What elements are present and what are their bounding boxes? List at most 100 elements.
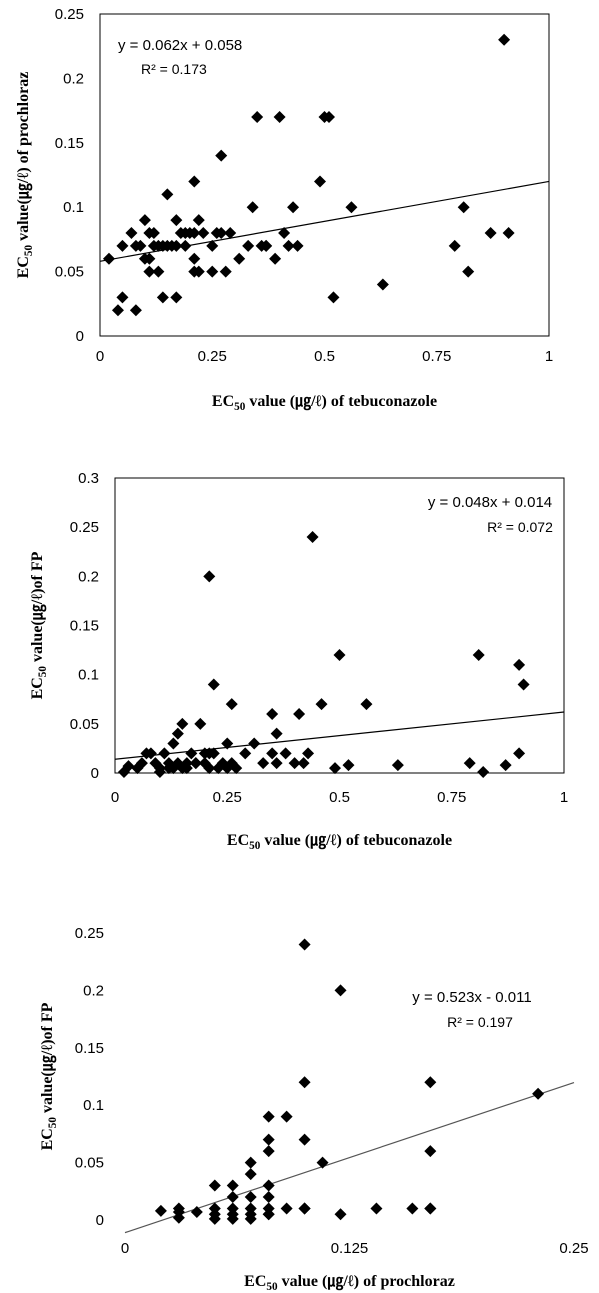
data-point xyxy=(125,226,138,239)
data-point xyxy=(248,737,261,750)
data-point xyxy=(122,760,135,773)
data-point xyxy=(316,1156,329,1169)
x-tick-label: 1 xyxy=(560,789,568,806)
data-point xyxy=(116,239,129,252)
data-point xyxy=(226,1202,239,1215)
y-tick-label: 0.25 xyxy=(70,519,99,536)
data-point xyxy=(188,252,201,265)
data-point xyxy=(138,214,151,227)
data-point xyxy=(225,698,238,711)
data-point xyxy=(161,188,174,201)
data-point xyxy=(206,265,219,278)
data-point xyxy=(208,1208,221,1221)
data-point xyxy=(262,1208,275,1221)
data-point xyxy=(314,175,327,188)
x-axis-label: EC50 value (㎍/ℓ) of tebuconazole xyxy=(212,393,437,413)
data-point xyxy=(134,239,147,252)
data-point xyxy=(189,757,202,770)
data-point xyxy=(327,291,340,304)
data-point xyxy=(302,747,315,760)
y-tick-label: 0.1 xyxy=(78,667,99,684)
data-point xyxy=(334,984,347,997)
data-point xyxy=(298,1133,311,1146)
trend-equation: y = 0.062x + 0.058 xyxy=(118,37,242,54)
data-point xyxy=(194,717,207,730)
data-point xyxy=(170,291,183,304)
data-point xyxy=(477,766,490,779)
data-point xyxy=(135,757,148,770)
x-tick-label: 0.25 xyxy=(213,789,242,806)
data-point xyxy=(424,1202,437,1215)
data-point xyxy=(207,747,220,760)
data-point xyxy=(170,239,183,252)
data-point xyxy=(244,1168,257,1181)
data-point xyxy=(391,759,404,772)
data-point xyxy=(484,226,497,239)
data-point xyxy=(513,658,526,671)
y-tick-label: 0 xyxy=(96,1212,104,1229)
chart-1: 0 0.05 0.1 0.15 0.2 0.25 0 0.25 0.5 0.75 1 EC50 val… xyxy=(15,6,553,413)
data-point xyxy=(244,1156,257,1169)
data-point xyxy=(270,757,283,770)
x-axis-label: EC50 value (㎍/ℓ) of tebuconazole xyxy=(227,832,452,852)
data-point xyxy=(190,1205,203,1218)
data-point xyxy=(167,737,180,750)
data-point xyxy=(192,214,205,227)
data-point xyxy=(262,1191,275,1204)
data-point xyxy=(322,111,335,124)
data-point xyxy=(206,239,219,252)
data-point xyxy=(233,252,246,265)
data-point xyxy=(298,938,311,951)
data-point xyxy=(156,291,169,304)
x-tick-label: 0.75 xyxy=(437,789,466,806)
data-point xyxy=(203,762,216,775)
data-point xyxy=(226,1179,239,1192)
data-point xyxy=(244,1191,257,1204)
data-point xyxy=(462,265,475,278)
data-point xyxy=(287,201,300,214)
data-point xyxy=(244,1202,257,1215)
data-point xyxy=(180,762,193,775)
chart-2: 0 0.05 0.1 0.15 0.2 0.25 0.3 0 0.25 0.5 0.75 1 EC50 … xyxy=(29,470,568,852)
y-tick-label: 0 xyxy=(76,328,84,345)
x-axis-label: EC50 value (㎍/ℓ) of prochloraz xyxy=(244,1273,455,1293)
y-tick-label: 0.25 xyxy=(75,925,104,942)
data-point xyxy=(188,175,201,188)
data-point xyxy=(154,1204,167,1217)
data-point xyxy=(298,1202,311,1215)
y-tick-label: 0.15 xyxy=(55,135,84,152)
data-point xyxy=(333,649,346,661)
data-point xyxy=(215,226,228,239)
y-tick-label: 0.1 xyxy=(83,1097,104,1114)
data-point xyxy=(188,226,201,239)
y-tick-label: 0.15 xyxy=(70,618,99,635)
data-point xyxy=(221,737,234,750)
data-point xyxy=(291,239,304,252)
data-point xyxy=(192,265,205,278)
trend-equation: y = 0.048x + 0.014 xyxy=(428,494,552,511)
trendline xyxy=(124,1081,575,1234)
data-point xyxy=(170,214,183,227)
data-point xyxy=(242,239,255,252)
data-point xyxy=(226,1191,239,1204)
data-point xyxy=(288,757,301,770)
y-tick-label: 0.2 xyxy=(63,70,84,87)
data-point xyxy=(176,717,189,730)
data-point xyxy=(298,1076,311,1089)
y-tick-label: 0.2 xyxy=(78,568,99,585)
data-point xyxy=(360,698,373,711)
data-point xyxy=(208,1179,221,1192)
data-point xyxy=(197,226,210,239)
data-point xyxy=(499,759,512,772)
data-point xyxy=(172,1202,185,1215)
data-point xyxy=(230,762,243,775)
r-squared: R² = 0.197 xyxy=(447,1014,513,1030)
data-point xyxy=(463,757,476,770)
data-point xyxy=(315,698,328,711)
y-tick-label: 0.3 xyxy=(78,470,99,487)
data-point xyxy=(179,239,192,252)
data-point xyxy=(532,1087,545,1100)
data-point xyxy=(266,708,279,720)
data-point xyxy=(251,111,264,124)
data-point xyxy=(282,239,295,252)
